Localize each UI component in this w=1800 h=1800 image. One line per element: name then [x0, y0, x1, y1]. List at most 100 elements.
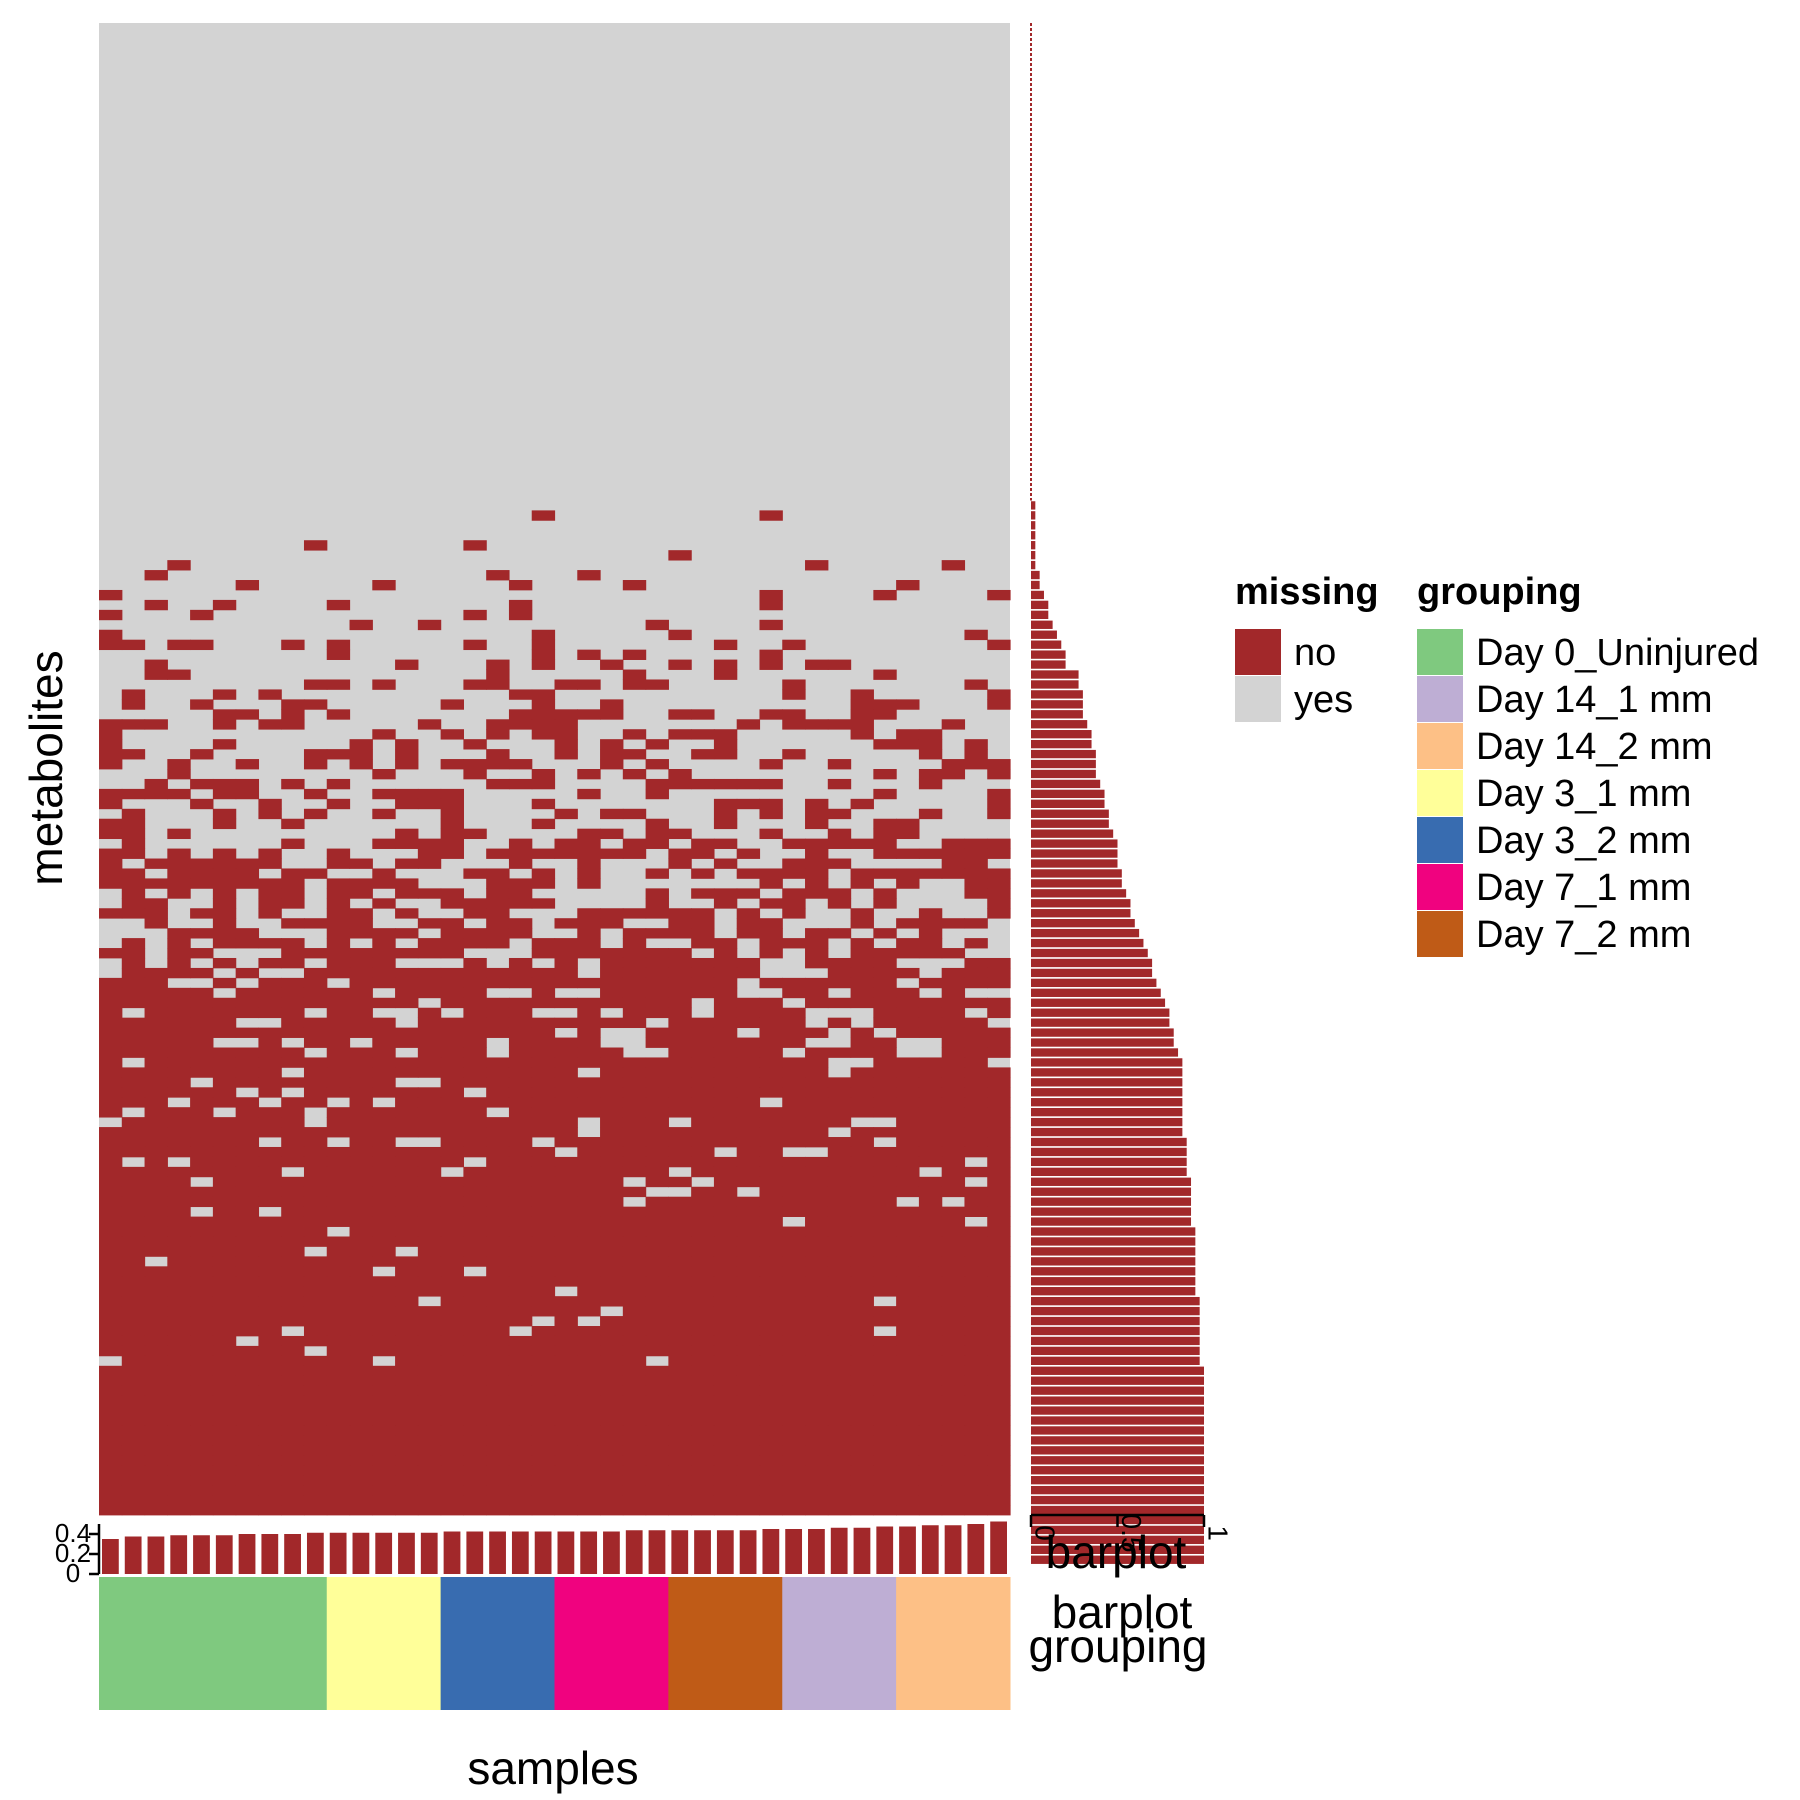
y-axis-label: metabolites — [20, 650, 72, 885]
heatmap-cell — [713, 1246, 738, 1257]
heatmap-cell — [326, 948, 351, 959]
heatmap-cell — [736, 1485, 761, 1496]
heatmap-cell — [235, 1375, 260, 1387]
heatmap-cell — [417, 619, 442, 631]
heatmap-cell — [645, 1425, 669, 1436]
heatmap-cell — [463, 1246, 487, 1257]
heatmap-cell — [349, 987, 373, 999]
heatmap-cell — [691, 1296, 715, 1307]
heatmap-cell — [577, 1057, 601, 1068]
heatmap-cell — [964, 1047, 988, 1058]
grouping-segment — [782, 1577, 897, 1710]
heatmap-cell — [190, 1335, 214, 1347]
heatmap-cell — [531, 1326, 556, 1337]
heatmap-cell — [235, 1137, 260, 1148]
heatmap-cell — [668, 977, 692, 989]
row-bar — [1031, 809, 1109, 818]
heatmap-cell — [235, 1276, 260, 1287]
heatmap-cell — [144, 1077, 168, 1088]
heatmap-cell — [622, 1137, 647, 1148]
heatmap-cell — [782, 1326, 806, 1337]
heatmap-cell — [303, 1435, 328, 1446]
heatmap-cell — [668, 1206, 692, 1217]
heatmap-cell — [691, 1355, 715, 1367]
heatmap-cell — [121, 1256, 146, 1267]
heatmap-cell — [531, 938, 556, 949]
heatmap-cell — [463, 1326, 487, 1337]
heatmap-cell — [440, 838, 464, 849]
heatmap-cell — [349, 967, 373, 979]
heatmap-cell — [805, 1246, 829, 1257]
heatmap-cell — [941, 1047, 966, 1058]
heatmap-cell — [759, 1196, 783, 1208]
heatmap-cell — [691, 1206, 715, 1217]
heatmap-cell — [258, 858, 282, 869]
heatmap-cell — [987, 1067, 1011, 1078]
heatmap-cell — [736, 1505, 761, 1516]
heatmap-cell — [987, 639, 1011, 651]
heatmap-cell — [987, 1405, 1011, 1416]
heatmap-cell — [577, 977, 601, 989]
heatmap-cell — [873, 1067, 897, 1078]
heatmap-cell — [645, 1505, 669, 1516]
heatmap-cell — [486, 868, 510, 879]
heatmap-cell — [326, 1117, 351, 1128]
heatmap-cell — [531, 1375, 556, 1387]
heatmap-cell — [918, 1495, 943, 1506]
heatmap-cell — [668, 828, 692, 840]
heatmap-cell — [463, 1027, 487, 1038]
heatmap-cell — [600, 739, 624, 750]
heatmap-cell — [645, 778, 669, 790]
heatmap-cell — [235, 1067, 260, 1078]
heatmap-cell — [873, 848, 897, 859]
heatmap-cell — [987, 1186, 1011, 1198]
heatmap-cell — [212, 1067, 237, 1078]
heatmap-cell — [440, 1156, 464, 1168]
heatmap-cell — [258, 1236, 282, 1247]
heatmap-cell — [964, 1266, 988, 1277]
heatmap-cell — [691, 967, 715, 979]
grouping-legend-label: Day 3_1 mm — [1476, 773, 1691, 815]
heatmap-cell — [918, 1316, 943, 1327]
heatmap-cell — [713, 1495, 738, 1506]
heatmap-cell — [577, 1216, 601, 1227]
heatmap-cell — [600, 1137, 624, 1148]
heatmap-cell — [782, 1186, 806, 1198]
heatmap-cell — [417, 1206, 442, 1217]
heatmap-cell — [303, 1495, 328, 1506]
heatmap-cell — [212, 1475, 237, 1486]
heatmap-cell — [212, 1226, 237, 1237]
heatmap-cell — [440, 1017, 464, 1029]
heatmap-cell — [691, 1067, 715, 1078]
heatmap-cell — [167, 1326, 191, 1337]
heatmap-cell — [281, 1196, 305, 1208]
heatmap-cell — [600, 1256, 624, 1267]
heatmap-cell — [281, 1146, 305, 1158]
heatmap-cell — [691, 1077, 715, 1088]
heatmap-cell — [896, 1117, 920, 1128]
heatmap-cell — [190, 1107, 214, 1118]
grouping-legend-swatch — [1417, 911, 1463, 957]
heatmap-cell — [622, 1316, 647, 1327]
heatmap-cell — [805, 659, 829, 670]
heatmap-cell — [440, 1067, 464, 1078]
heatmap-cell — [303, 1087, 328, 1098]
heatmap-cell — [508, 977, 533, 989]
heatmap-cell — [713, 1306, 738, 1317]
heatmap-cell — [600, 659, 624, 670]
heatmap-cell — [600, 1475, 624, 1486]
heatmap-cell — [440, 1077, 464, 1088]
heatmap-cell — [941, 1256, 966, 1267]
heatmap-cell — [645, 1107, 669, 1118]
heatmap-cell — [486, 1316, 510, 1327]
heatmap-cell — [987, 1465, 1011, 1476]
heatmap-cell — [668, 1296, 692, 1307]
heatmap-cell — [622, 1425, 647, 1436]
heatmap-cell — [713, 1206, 738, 1217]
heatmap-cell — [440, 918, 464, 929]
heatmap-cell — [896, 1256, 920, 1267]
heatmap-cell — [258, 1077, 282, 1088]
heatmap-cell — [121, 1246, 146, 1257]
heatmap-cell — [987, 1345, 1011, 1357]
column-bar — [808, 1529, 825, 1574]
